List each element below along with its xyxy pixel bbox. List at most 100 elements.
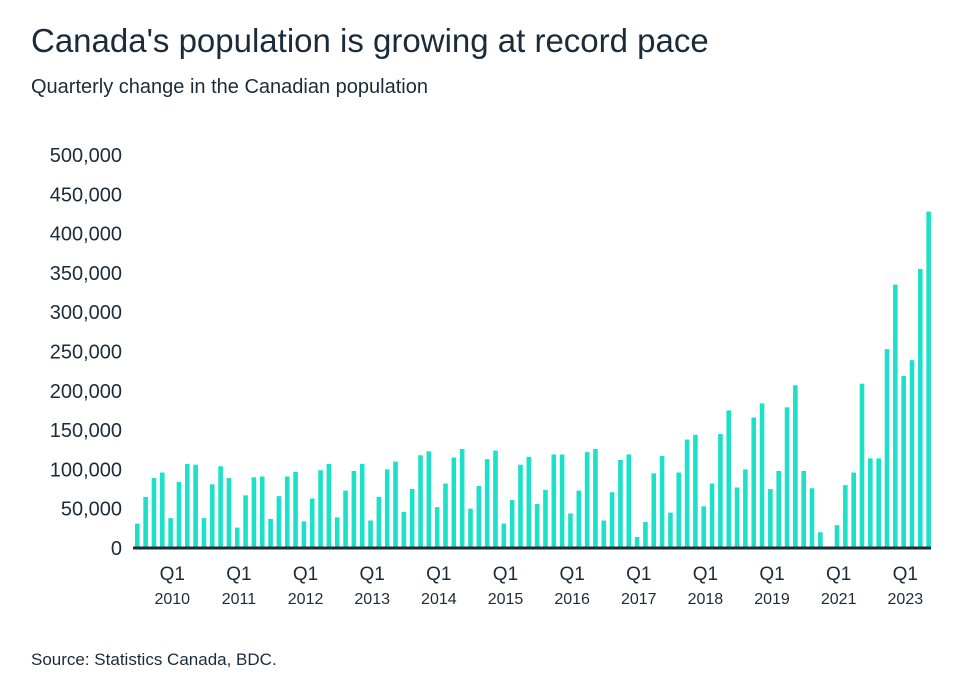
x-tick-quarter: Q1: [559, 564, 584, 585]
bar: [901, 375, 906, 548]
bar: [751, 417, 757, 548]
x-tick-quarter: Q1: [160, 564, 185, 585]
bar: [551, 454, 557, 548]
bar: [843, 485, 848, 548]
bar: [609, 492, 615, 548]
x-tick-year: 2016: [554, 591, 590, 608]
bar: [834, 525, 840, 548]
y-tick-label: 350,000: [50, 263, 122, 285]
bar: [526, 456, 532, 548]
bar: [259, 476, 265, 548]
x-tick-year: 2010: [154, 591, 190, 608]
bar: [159, 472, 165, 548]
x-tick-year: 2011: [222, 591, 257, 608]
bar: [359, 463, 365, 548]
x-tick-year: 2013: [354, 591, 390, 608]
y-tick-label: 200,000: [50, 381, 122, 403]
source-note: Source: Statistics Canada, BDC.: [31, 650, 277, 669]
bar: [234, 527, 240, 548]
bar: [276, 496, 282, 548]
x-tick-quarter: Q1: [626, 564, 651, 585]
bar: [626, 454, 632, 548]
bar: [726, 410, 732, 548]
bar: [759, 403, 765, 548]
bar: [284, 476, 290, 548]
bar: [893, 284, 898, 548]
bar: [168, 518, 173, 548]
bar: [651, 473, 657, 548]
bar: [576, 490, 582, 548]
bar: [351, 470, 357, 548]
x-tick-year: 2012: [288, 591, 324, 608]
y-tick-label: 500,000: [50, 145, 122, 167]
chart-title: Canada's population is growing at record…: [31, 22, 709, 59]
bar: [309, 498, 315, 548]
bar: [634, 536, 640, 548]
bar: [251, 477, 257, 548]
y-tick-label: 300,000: [50, 302, 122, 324]
bar: [876, 458, 881, 548]
bar: [809, 488, 815, 548]
bar: [326, 463, 332, 548]
bar: [684, 439, 690, 548]
bar: [376, 496, 382, 548]
x-tick-year: 2017: [621, 591, 657, 608]
bar: [393, 461, 398, 548]
bar: [534, 503, 540, 548]
bar: [668, 512, 673, 548]
bar: [709, 483, 715, 548]
y-tick-label: 100,000: [50, 459, 122, 481]
bar: [618, 459, 623, 548]
bar: [559, 454, 565, 548]
bar: [476, 485, 482, 548]
bar: [593, 448, 598, 548]
bar: [368, 520, 373, 548]
bar: [784, 407, 790, 548]
x-tick-quarter: Q1: [693, 564, 718, 585]
y-tick-label: 400,000: [50, 224, 122, 246]
y-tick-label: 450,000: [50, 184, 122, 206]
bar: [493, 450, 498, 548]
bar: [676, 472, 682, 548]
bar: [301, 521, 307, 548]
bar: [209, 484, 215, 548]
x-tick-year: 2014: [421, 591, 457, 608]
bar: [243, 495, 248, 548]
bar: [743, 469, 748, 548]
x-tick-year: 2018: [688, 591, 724, 608]
x-tick-quarter: Q1: [759, 564, 784, 585]
bar: [659, 456, 665, 548]
bar: [734, 487, 740, 548]
chart-subtitle: Quarterly change in the Canadian populat…: [31, 76, 428, 98]
bar: [701, 506, 707, 548]
x-tick-quarter: Q1: [293, 564, 318, 585]
bar: [343, 490, 348, 548]
bar: [459, 448, 465, 548]
bar: [501, 523, 507, 548]
bar: [384, 469, 390, 548]
bar: [643, 522, 648, 548]
bar: [434, 507, 440, 548]
x-tick-year: 2021: [821, 591, 857, 608]
bar: [818, 532, 823, 548]
bar: [601, 520, 607, 548]
bar: [568, 513, 573, 548]
y-tick-label: 150,000: [50, 420, 122, 442]
bar: [143, 496, 148, 548]
bar: [184, 463, 190, 548]
bar: [693, 434, 698, 548]
bar: [718, 434, 723, 548]
y-axis: 0 50,000 100,000 150,000 200,000 250,000 300,0…: [50, 145, 122, 560]
bar: [218, 466, 223, 548]
x-tick-quarter: Q1: [360, 564, 385, 585]
bar: [926, 211, 931, 549]
bar: [226, 478, 232, 548]
bar: [193, 464, 198, 548]
bar: [334, 517, 340, 548]
bar: [201, 518, 207, 548]
bar: [584, 452, 590, 548]
bar: [484, 459, 490, 548]
x-tick-year: 2015: [488, 591, 524, 608]
bar: [543, 489, 548, 548]
